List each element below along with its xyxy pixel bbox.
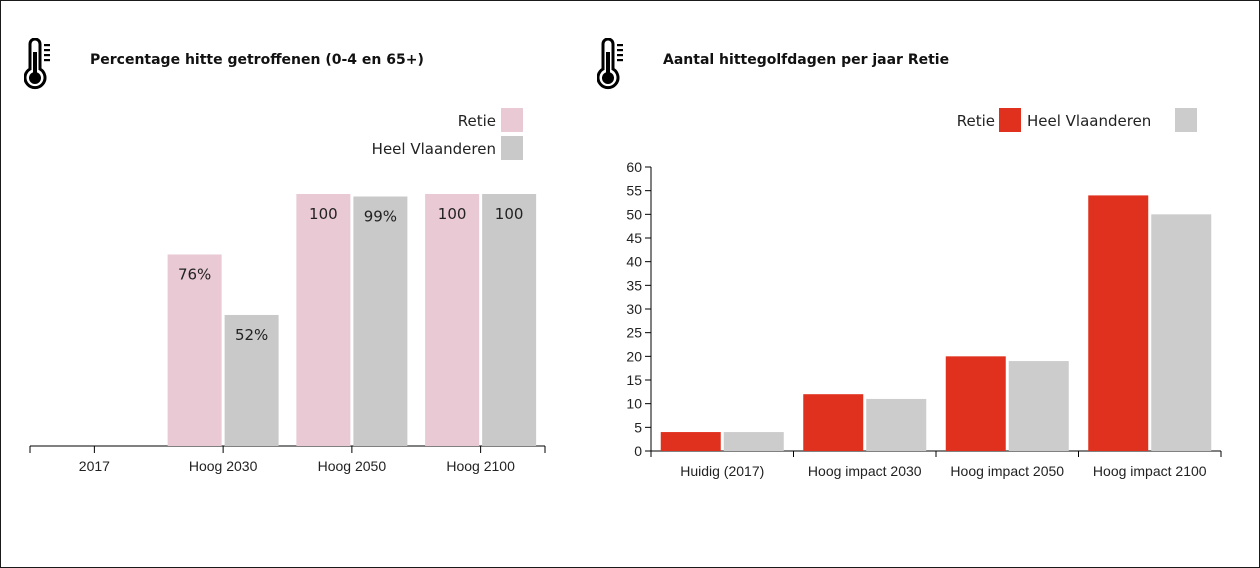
bar-vlaanderen [482,194,537,446]
data-label: 99% [364,208,397,226]
legend-swatch-vlaanderen [501,136,523,160]
bar-vlaanderen [224,314,279,446]
data-label: 76% [178,265,211,283]
bar-retie [425,194,480,446]
bar-vlaanderen [353,196,408,446]
x-tick-label: 2017 [79,458,110,474]
right-chart-title: Aantal hittegolfdagen per jaar Retie [663,52,950,68]
data-label: 52% [235,326,268,344]
data-label: 100 [438,205,467,223]
data-label: 100 [309,205,338,223]
x-tick-label: Hoog 2050 [318,458,387,474]
x-tick-label: Hoog 2030 [189,458,258,474]
left-chart-title: Percentage hitte getroffenen (0-4 en 65+… [90,52,424,68]
thermometer-icon [597,38,623,90]
x-tick-label: Hoog 2100 [446,458,515,474]
legend-label: Heel Vlaanderen [372,140,496,158]
data-label: 100 [495,205,524,223]
bar-retie [167,254,222,446]
legend-label: Retie [458,112,496,130]
thermometer-icon [24,38,50,90]
legend-swatch-retie [501,108,523,132]
bar-retie [296,194,351,446]
